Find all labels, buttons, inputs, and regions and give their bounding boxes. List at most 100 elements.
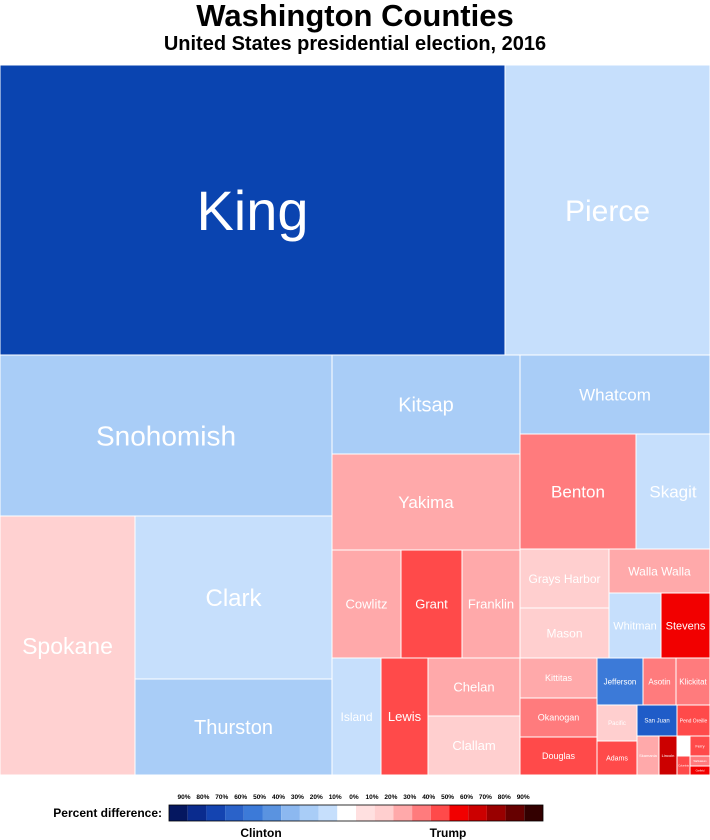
county-label-pierce: Pierce [565,195,650,228]
county-label-skagit: Skagit [649,483,697,502]
county-tile-lewis [380,657,429,776]
legend-tick-label: 40% [422,794,435,801]
legend-tick-label: 50% [441,794,454,801]
county-tile-mason [519,607,610,659]
legend-swatch [356,805,375,821]
county-label-jefferson: Jefferson [604,677,637,686]
county-label-pacific: Pacific [608,721,626,727]
county-label-walla-walla: Walla Walla [628,564,691,578]
county-tile-okanogan [519,697,598,738]
legend-tick-label: 20% [310,794,323,801]
legend-label: Percent difference: [53,806,162,820]
county-label-stevens: Stevens [666,620,706,632]
county-label-clallam: Clallam [452,738,495,753]
county-tile-grant [400,549,463,659]
county-tile-benton [519,433,637,550]
county-label-ferry: Ferry [695,743,704,748]
county-label-whitman: Whitman [613,620,656,632]
legend-tick-label: 90% [517,794,530,801]
county-label-thurston: Thurston [194,717,273,739]
county-tile-spokane [0,515,136,776]
legend-swatch [430,805,450,821]
county-label-san-juan: San Juan [644,719,669,725]
legend-tick-label: 80% [196,794,209,801]
legend-swatch [374,805,394,821]
legend-tick-label: 10% [365,794,378,801]
county-tile-king [0,64,506,356]
county-label-kittitas: Kittitas [545,673,573,683]
legend-tick-label: 70% [479,794,492,801]
county-label-okanogan: Okanogan [538,713,580,723]
county-tile-yakima [331,453,521,551]
county-label-wahkiakum: Wahkiakum [694,760,707,763]
county-tile-kitsap [331,354,521,455]
county-label-island: Island [340,710,372,724]
county-label-cowlitz: Cowlitz [346,597,388,612]
legend-tick-label: 90% [177,794,190,801]
legend-tick-label: 80% [498,794,511,801]
legend-swatch [318,805,338,821]
county-tile-asotin [642,657,677,706]
legend-swatch [524,805,543,821]
legend-tick-label: 30% [291,794,304,801]
legend-tick-label: 30% [403,794,416,801]
legend-swatch [393,805,413,821]
legend-swatch [486,805,506,821]
legend-caption-trump: Trump [430,826,467,840]
county-tile-garfield [689,765,710,776]
legend-tick-label: 70% [215,794,228,801]
county-tile-stevens [660,592,710,659]
county-label-chelan: Chelan [453,680,494,695]
legend-swatch [299,805,319,821]
legend-swatch [225,805,244,821]
county-label-garfield: Garfield [696,769,705,772]
county-label-pend-oreille: Pend Oreille [680,718,708,724]
county-label-columbia: Columbia [678,764,689,767]
county-tile-adams [596,740,638,776]
legend-tick-label: 0% [349,794,359,801]
county-label-spokane: Spokane [22,633,113,659]
legend-caption-clinton: Clinton [240,826,281,840]
county-label-snohomish: Snohomish [96,421,236,452]
county-tile-jefferson [596,657,644,706]
county-label-king: King [196,179,308,242]
legend-swatch [206,805,226,821]
legend-tick-label: 60% [234,794,247,801]
legend-swatch [187,805,207,821]
legend-tick-label: 10% [329,794,342,801]
county-tile-klickitat [675,657,710,706]
legend-swatch [337,805,356,821]
county-tile-pierce [504,64,710,356]
county-label-clark: Clark [205,585,262,612]
legend-swatch [243,805,263,821]
county-tile-kittitas [519,657,598,699]
county-tile-whatcom [519,354,710,435]
county-tile-island [331,657,382,776]
county-label-douglas: Douglas [542,751,576,761]
county-label-lincoln: Lincoln [662,753,675,758]
chart-title: Washington Counties [196,0,514,33]
county-tile-douglas [519,736,598,776]
county-label-mason: Mason [546,626,582,640]
county-label-benton: Benton [551,483,605,502]
county-label-yakima: Yakima [398,493,454,512]
chart-subtitle: United States presidential election, 201… [163,33,547,55]
county-label-grant: Grant [415,597,448,612]
legend-tick-label: 40% [272,794,285,801]
legend-swatch [262,805,282,821]
county-label-kitsap: Kitsap [398,395,454,417]
county-label-adams: Adams [606,756,628,763]
legend-tick-label: 50% [253,794,266,801]
legend-swatch [281,805,300,821]
legend-frame [168,804,544,822]
county-label-grays-harbor: Grays Harbor [528,572,600,586]
county-tile-grays-harbor [519,548,610,609]
legend-swatch [169,805,188,821]
county-label-asotin: Asotin [648,677,670,686]
county-label-klickitat: Klickitat [679,677,707,686]
county-tile-thurston [134,678,333,776]
county-label-lewis: Lewis [388,709,422,724]
county-tile-clark [134,515,333,680]
